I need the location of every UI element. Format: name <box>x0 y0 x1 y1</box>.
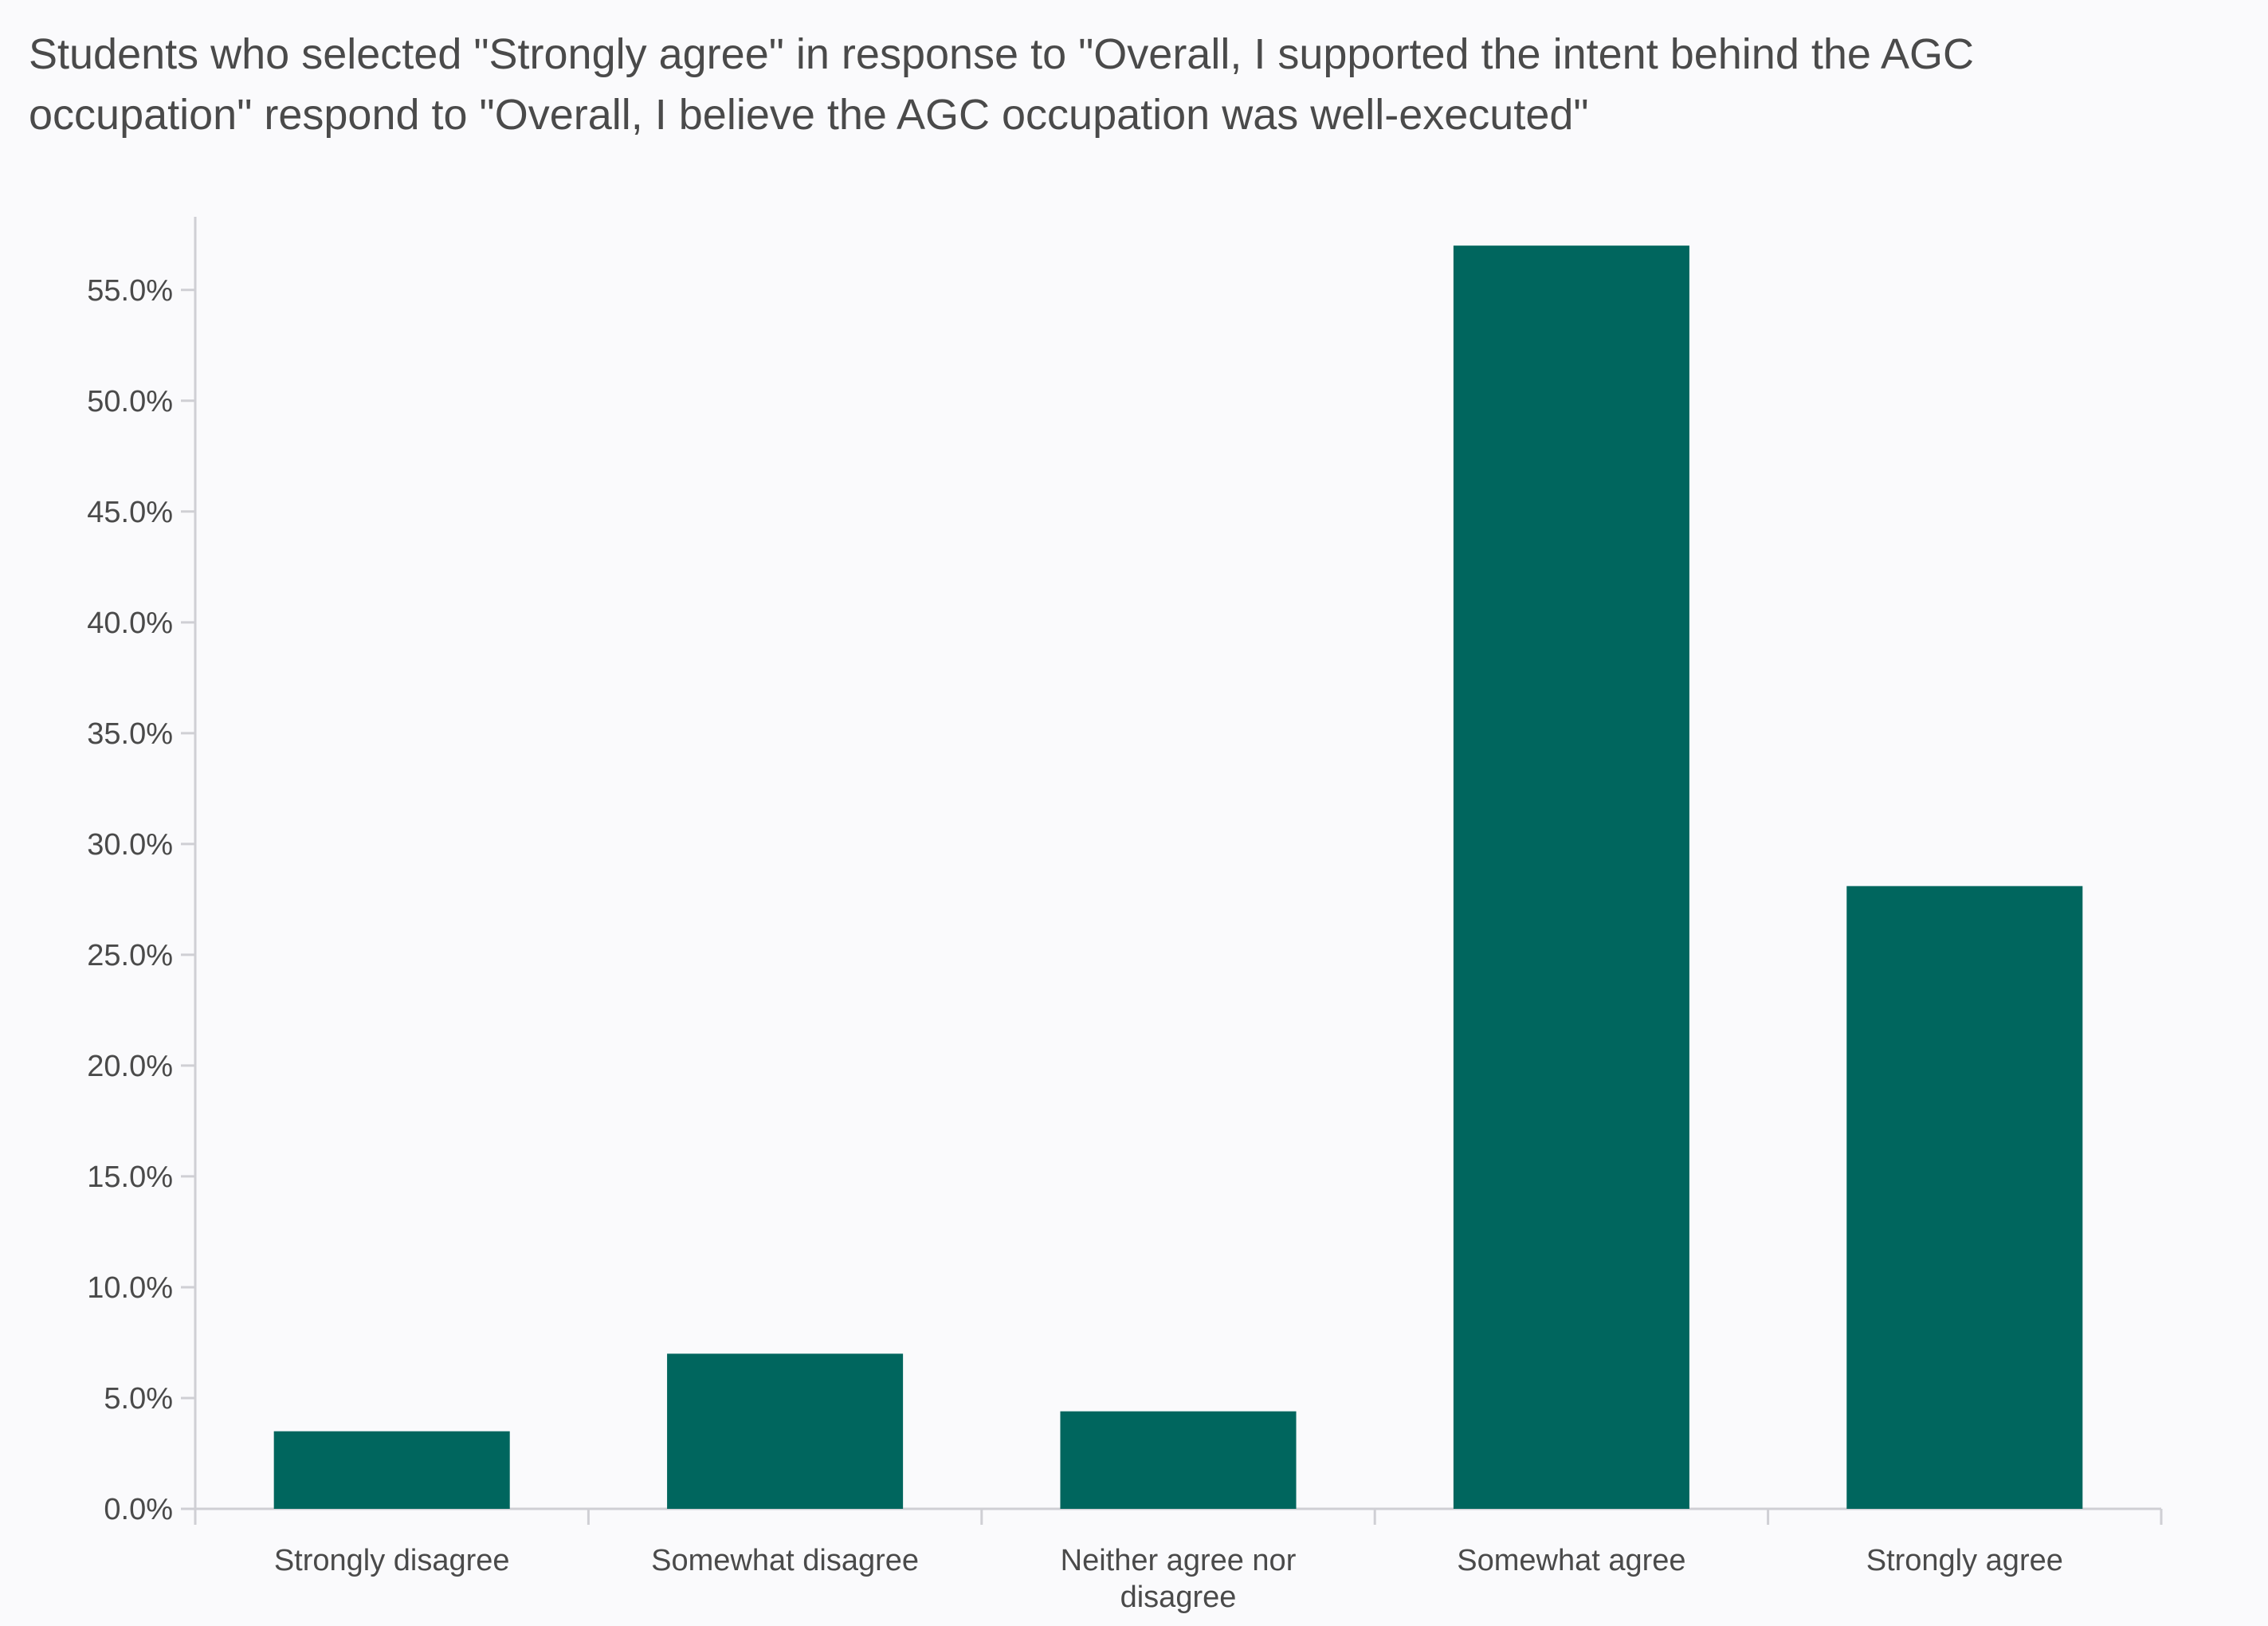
x-axis: Strongly disagree Somewhat disagree Neithe… <box>194 1507 2163 1614</box>
x-category-label-line: disagree <box>1120 1581 1237 1614</box>
chart-title: Students who selected "Strongly agree" i… <box>29 30 1974 139</box>
x-category-label-line: Somewhat agree <box>1457 1544 1685 1577</box>
bar <box>1060 1411 1297 1509</box>
y-tick-label: 5.0% <box>104 1382 173 1416</box>
x-category-label: Somewhat disagree <box>651 1544 919 1577</box>
bar <box>667 1353 904 1509</box>
x-category-label-line: Strongly disagree <box>274 1544 510 1577</box>
x-category-label: Strongly agree <box>1866 1544 2063 1577</box>
bar <box>1846 886 2083 1509</box>
x-category-label: Strongly disagree <box>274 1544 510 1577</box>
y-tick-label: 45.0% <box>87 496 173 529</box>
bar <box>1453 245 1689 1510</box>
x-category-label: Neither agree nor disagree <box>1061 1544 1297 1614</box>
y-tick-label: 35.0% <box>87 717 173 751</box>
y-axis: 0.0% 5.0% 10.0% 15.0% 20.0% 25.0% 30.0% 35.0% 40… <box>87 217 197 1526</box>
y-tick-label: 55.0% <box>87 274 173 308</box>
x-category-label: Somewhat agree <box>1457 1544 1685 1577</box>
x-category-label-line: Strongly agree <box>1866 1544 2063 1577</box>
y-tick-label: 10.0% <box>87 1271 173 1305</box>
y-tick-label: 25.0% <box>87 939 173 972</box>
y-tick-label: 20.0% <box>87 1050 173 1083</box>
y-tick-label: 50.0% <box>87 385 173 418</box>
y-tick-label: 0.0% <box>104 1493 173 1526</box>
bar <box>273 1431 510 1509</box>
y-tick-label: 40.0% <box>87 607 173 640</box>
x-category-label-line: Neither agree nor <box>1061 1544 1297 1577</box>
y-tick-label: 15.0% <box>87 1161 173 1194</box>
x-category-label-line: Somewhat disagree <box>651 1544 919 1577</box>
bars <box>273 245 2083 1510</box>
y-tick-label: 30.0% <box>87 828 173 862</box>
